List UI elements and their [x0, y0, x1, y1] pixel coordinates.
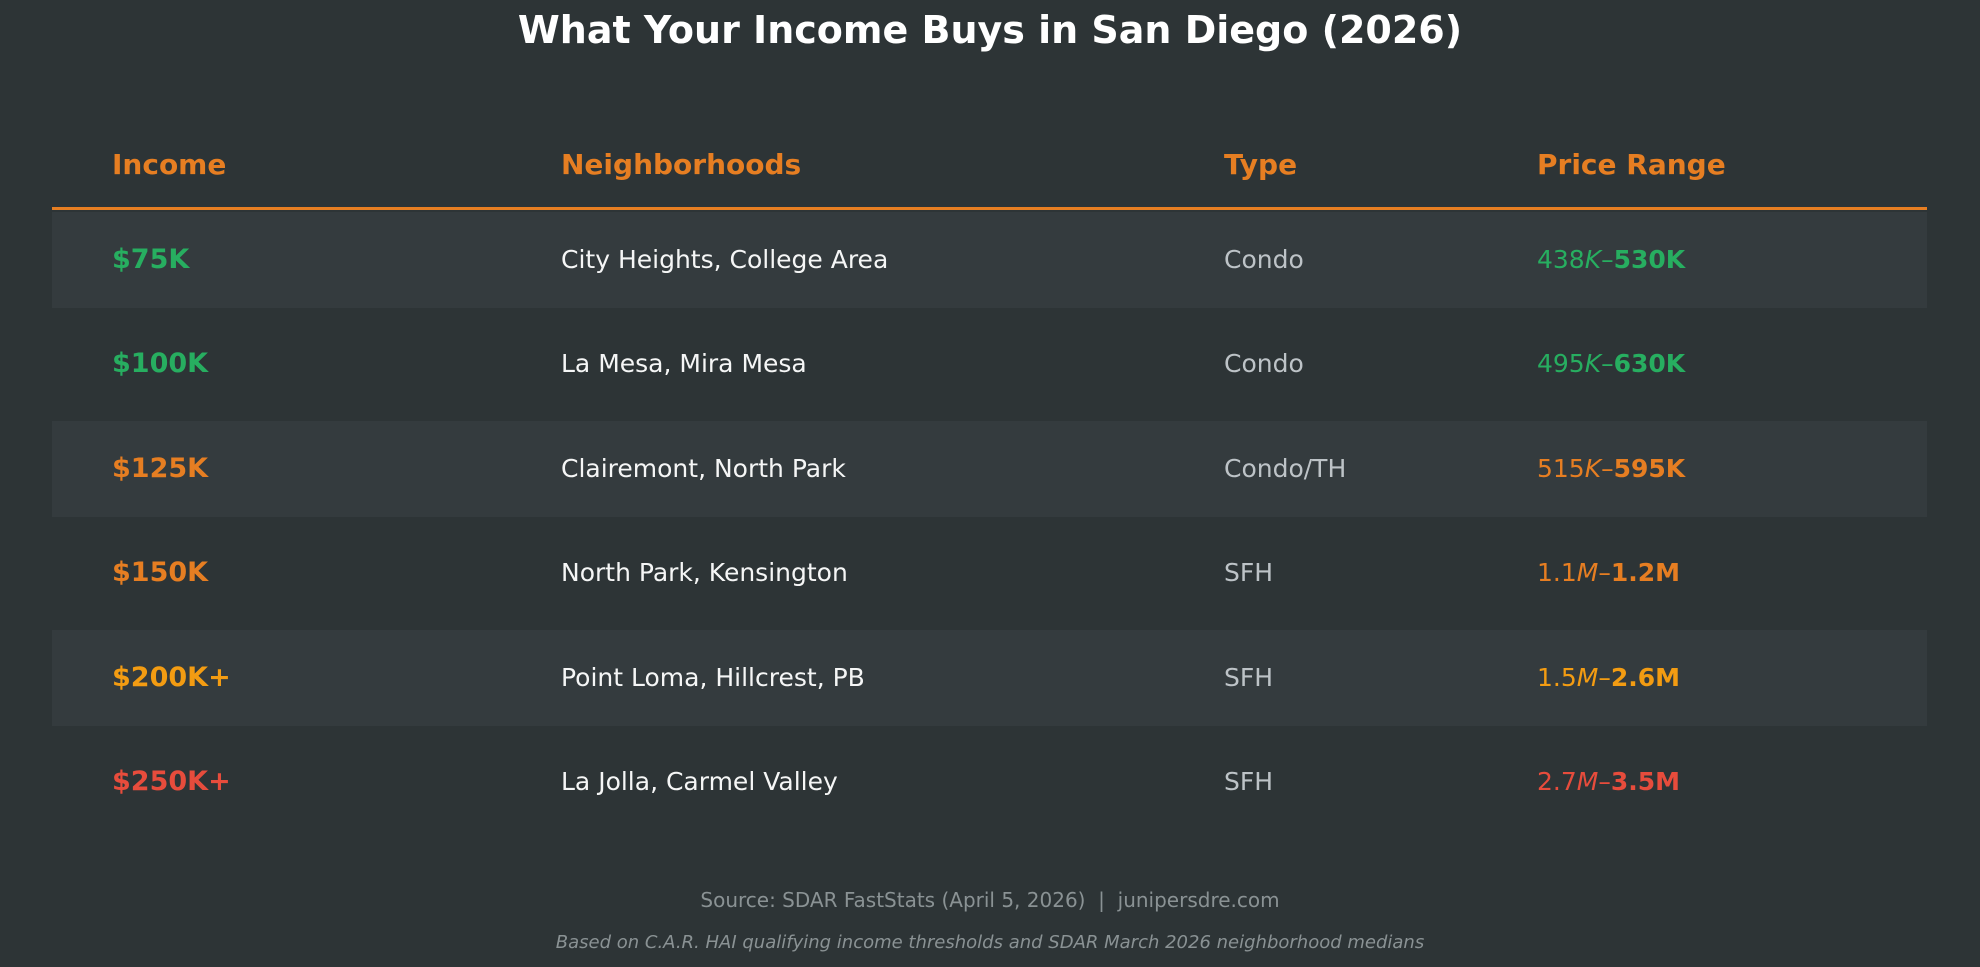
neighborhoods: La Jolla, Carmel Valley	[561, 767, 838, 796]
price-part: 530K	[1613, 245, 1686, 274]
income: $150K	[112, 557, 209, 589]
income: $250K+	[112, 766, 231, 797]
price-part: –	[1598, 662, 1611, 692]
price-part: –	[1601, 349, 1614, 379]
row-band	[52, 629, 1927, 726]
price-part: 630K	[1613, 349, 1686, 379]
price-part: 515	[1537, 453, 1585, 483]
price-range: 495K–630K	[1537, 349, 1685, 379]
type: SFH	[1224, 767, 1274, 796]
column-header: Income	[112, 148, 227, 181]
price-part: –	[1601, 453, 1614, 483]
price-part: K	[1584, 453, 1602, 483]
title: What Your Income Buys in San Diego (2026…	[517, 8, 1463, 52]
price-part: 1.1	[1537, 558, 1577, 588]
price-part: 2.7	[1537, 767, 1577, 796]
price-part: 438	[1537, 245, 1585, 274]
price-part: 2.6M	[1610, 662, 1681, 692]
price-part: 3.5M	[1610, 767, 1681, 796]
price-part: M	[1576, 558, 1599, 588]
price-part: K	[1584, 349, 1602, 379]
income: $200K+	[112, 661, 231, 693]
note: Based on C.A.R. HAI qualifying income th…	[555, 932, 1425, 953]
price-part: –	[1598, 767, 1611, 796]
price-range: 1.5M–2.6M	[1537, 663, 1680, 693]
price-range: 515K–595K	[1537, 454, 1685, 484]
income: $125K	[112, 452, 209, 484]
type: Condo	[1224, 245, 1304, 274]
row-band	[52, 420, 1927, 517]
income: $100K	[112, 348, 209, 380]
price-part: 595K	[1613, 453, 1686, 483]
income: $75K	[112, 244, 190, 275]
source: Source: SDAR FastStats (April 5, 2026) |…	[700, 888, 1280, 912]
neighborhoods: Point Loma, Hillcrest, PB	[561, 662, 865, 692]
price-range: 2.7M–3.5M	[1537, 767, 1680, 797]
row-band	[52, 212, 1927, 308]
price-part: 1.2M	[1610, 558, 1681, 588]
neighborhoods: North Park, Kensington	[561, 558, 848, 588]
neighborhoods: Clairemont, North Park	[561, 453, 846, 483]
price-part: 1.5	[1537, 662, 1577, 692]
price-part: M	[1576, 662, 1599, 692]
header-rule	[52, 207, 1927, 210]
neighborhoods: City Heights, College Area	[561, 245, 889, 274]
type: SFH	[1224, 558, 1274, 588]
column-header: Price Range	[1537, 148, 1726, 181]
price-part: 495	[1537, 349, 1585, 379]
price-part: K	[1584, 245, 1602, 274]
column-header: Neighborhoods	[561, 148, 802, 181]
price-part: –	[1598, 558, 1611, 588]
neighborhoods: La Mesa, Mira Mesa	[561, 349, 807, 379]
price-range: 1.1M–1.2M	[1537, 558, 1680, 588]
type: SFH	[1224, 662, 1274, 692]
price-part: –	[1601, 245, 1614, 274]
price-range: 438K–530K	[1537, 245, 1685, 275]
price-part: M	[1576, 767, 1599, 796]
type: Condo	[1224, 349, 1304, 379]
type: Condo/TH	[1224, 453, 1347, 483]
column-header: Type	[1224, 148, 1298, 181]
